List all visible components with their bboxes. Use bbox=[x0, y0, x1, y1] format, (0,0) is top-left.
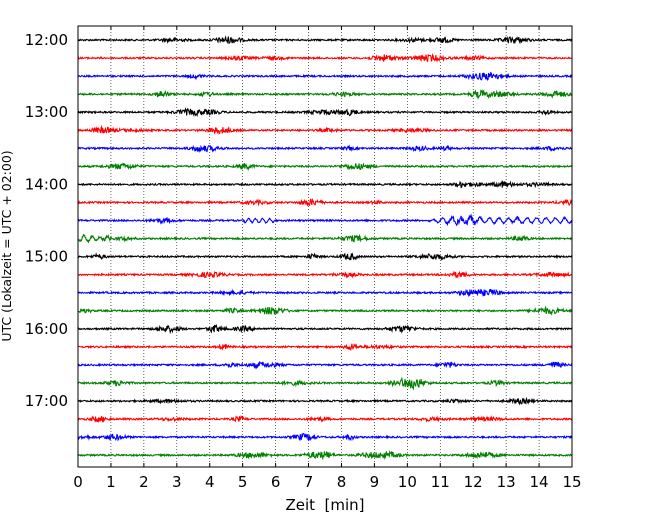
x-tick-label: 3 bbox=[172, 473, 182, 491]
x-tick-label: 12 bbox=[464, 473, 483, 491]
x-tick-label: 0 bbox=[73, 473, 83, 491]
trace-lines bbox=[77, 35, 573, 461]
trace-line bbox=[77, 432, 573, 442]
x-tick-label: 6 bbox=[271, 473, 281, 491]
trace-line bbox=[77, 233, 573, 244]
x-tick-label: 1 bbox=[106, 473, 116, 491]
x-tick-label: 10 bbox=[398, 473, 417, 491]
y-tick-label: 12:00 bbox=[25, 31, 68, 49]
y-tick-label: 14:00 bbox=[25, 175, 68, 193]
trace-line bbox=[77, 197, 573, 207]
trace-line bbox=[77, 71, 573, 81]
x-tick-label: 8 bbox=[337, 473, 347, 491]
x-axis-label: Zeit [min] bbox=[285, 496, 364, 514]
x-tick-label: 15 bbox=[562, 473, 581, 491]
trace-line bbox=[77, 270, 573, 280]
x-tick-label: 9 bbox=[370, 473, 380, 491]
trace-line bbox=[77, 414, 573, 424]
x-axis-ticks: 0 1 2 3 4 5 6 7 8 9 10 11 12 13 14 15 bbox=[73, 26, 582, 491]
y-tick-label: 16:00 bbox=[25, 320, 68, 338]
trace-line bbox=[77, 180, 573, 189]
trace-line bbox=[77, 288, 573, 297]
trace-line bbox=[77, 324, 573, 335]
plot-frame bbox=[77, 25, 573, 468]
x-tick-label: 11 bbox=[431, 473, 450, 491]
trace-line bbox=[77, 449, 573, 461]
y-tick-label: 17:00 bbox=[25, 392, 68, 410]
y-tick-label: 13:00 bbox=[25, 103, 68, 121]
trace-line bbox=[77, 162, 573, 172]
trace-line bbox=[77, 213, 573, 227]
trace-line bbox=[77, 343, 573, 352]
trace-line bbox=[77, 124, 573, 135]
trace-line bbox=[77, 144, 573, 153]
x-tick-label: 4 bbox=[205, 473, 215, 491]
y-axis-label: UTC (Lokalzeit = UTC + 02:00) bbox=[0, 150, 14, 341]
x-tick-label: 7 bbox=[304, 473, 314, 491]
x-tick-label: 2 bbox=[139, 473, 149, 491]
x-tick-label: 14 bbox=[530, 473, 549, 491]
y-tick-label: 15:00 bbox=[25, 248, 68, 266]
x-tick-label: 13 bbox=[497, 473, 516, 491]
trace-line bbox=[77, 360, 573, 370]
x-tick-label: 5 bbox=[238, 473, 248, 491]
trace-line bbox=[77, 305, 573, 316]
trace-line bbox=[77, 252, 573, 261]
trace-line bbox=[77, 35, 573, 45]
trace-line bbox=[77, 376, 573, 391]
trace-line bbox=[77, 53, 573, 63]
trace-line bbox=[77, 107, 573, 118]
trace-line bbox=[77, 89, 573, 100]
trace-line bbox=[77, 396, 573, 406]
y-axis-ticks: 12:00 13:00 14:00 15:00 16:00 17:00 bbox=[25, 31, 572, 410]
